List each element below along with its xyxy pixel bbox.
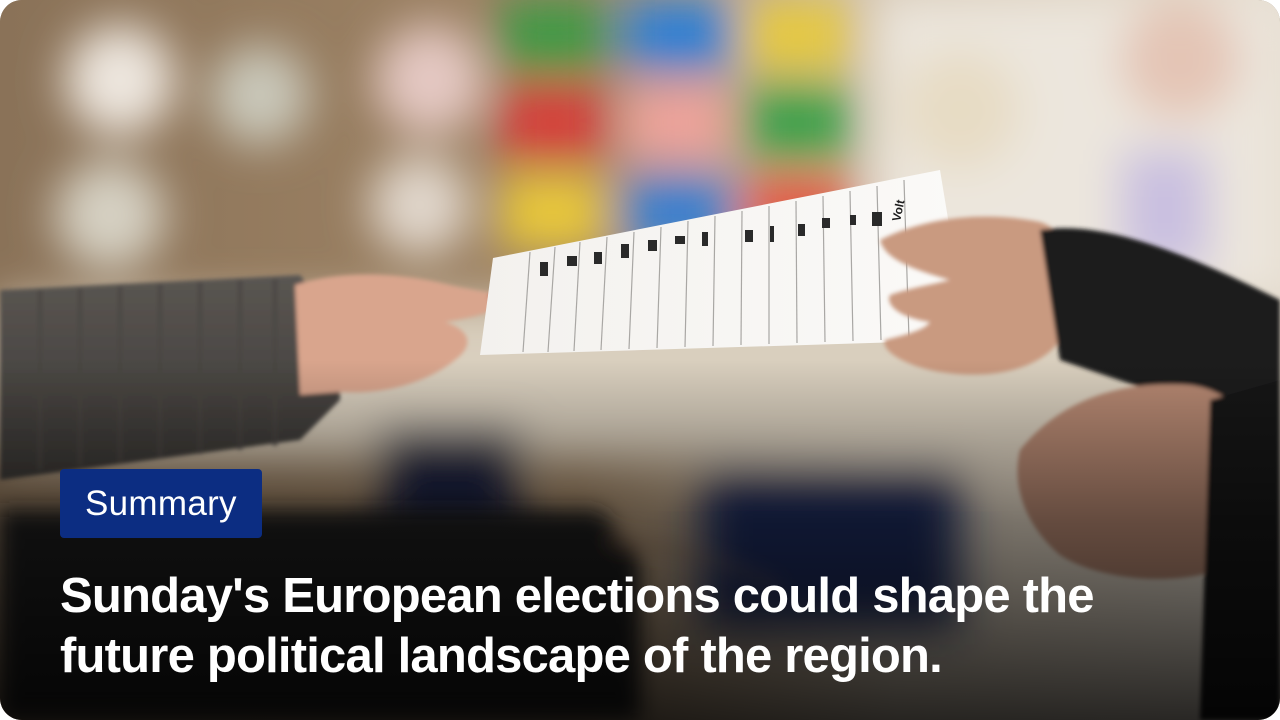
bottom-gradient-overlay (0, 360, 1280, 720)
svg-text:Volt: Volt (889, 198, 907, 222)
summary-badge: Summary (60, 469, 262, 538)
headline[interactable]: Sunday's European elections could shape … (60, 569, 1095, 683)
